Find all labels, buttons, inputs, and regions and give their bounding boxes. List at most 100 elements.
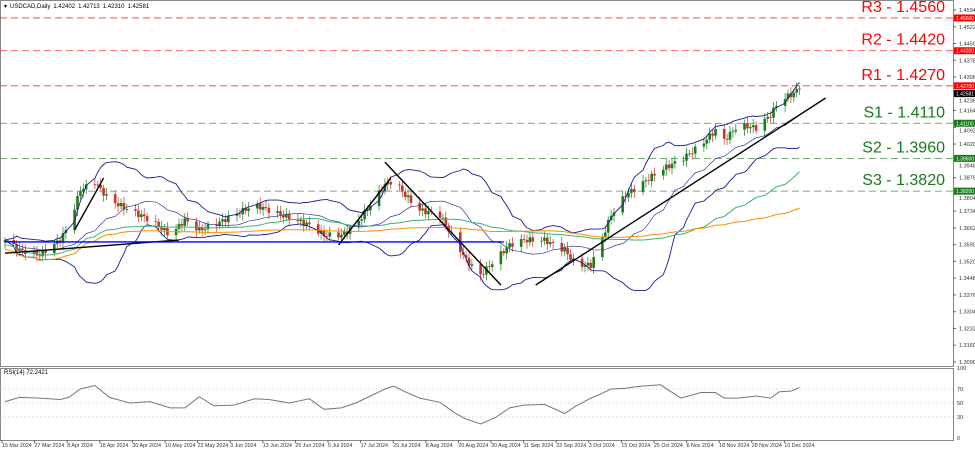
candle-body — [134, 208, 137, 211]
candle-body — [427, 211, 430, 215]
candle-body — [41, 250, 44, 257]
candle-body — [630, 189, 633, 193]
y-tick-label: 1.36620 — [959, 226, 975, 232]
candle-body — [708, 133, 711, 140]
level-price-tag-text: 1.45600 — [956, 16, 974, 22]
candle-body — [38, 255, 42, 257]
current-price-tag — [954, 90, 975, 98]
candle-body — [702, 143, 706, 147]
candle-body — [142, 214, 146, 217]
candle-body — [693, 146, 697, 154]
x-tick-label: 20 Aug 2024 — [458, 443, 488, 449]
candle-body — [224, 219, 227, 223]
level-price-tag-text: 1.42700 — [956, 84, 974, 90]
candle-body — [505, 247, 508, 254]
rsi-tick-label: 50 — [957, 401, 963, 407]
candle-body — [325, 236, 329, 237]
candle-body — [731, 131, 735, 133]
candle-body — [728, 131, 732, 140]
candle-body — [566, 247, 569, 255]
y-tick-label: 1.43060 — [959, 75, 975, 81]
level-label: S1 - 1.4110 — [863, 104, 945, 121]
collapse-triangle-icon[interactable]: ▾ — [4, 4, 8, 10]
candle-body — [82, 189, 85, 192]
candle-body — [15, 244, 18, 251]
x-tick-label: 8 Apr 2024 — [67, 443, 93, 449]
trendline — [384, 161, 502, 286]
candle-body — [200, 227, 204, 231]
candle-body — [424, 208, 427, 215]
y-tick-label: 1.30900 — [959, 360, 975, 366]
x-tick-label: 25 Oct 2024 — [654, 443, 683, 449]
candle-body — [691, 153, 694, 155]
candle-body — [276, 211, 279, 213]
candle-body — [502, 251, 506, 254]
candle-body — [734, 129, 738, 132]
trendline — [73, 177, 105, 231]
y-tick-label: 1.42360 — [959, 99, 975, 105]
y-tick-label: 1.40200 — [959, 142, 975, 148]
candle-body — [296, 220, 300, 222]
candle-body — [725, 138, 729, 140]
candle-body — [601, 236, 604, 258]
candle-body — [482, 274, 485, 276]
candle-body — [299, 219, 303, 222]
y-tick-label: 1.44500 — [959, 42, 975, 48]
candle-body — [464, 255, 468, 258]
level-price-tag — [954, 14, 975, 22]
y-tick-label: 1.43780 — [959, 58, 975, 64]
candle-body — [409, 195, 413, 203]
close-value: 1.42581 — [127, 4, 150, 10]
candle-body — [763, 118, 767, 131]
candle-body — [586, 262, 590, 266]
candle-body — [177, 224, 181, 229]
candle-body — [461, 252, 465, 256]
candle-body — [766, 116, 769, 119]
candle-body — [73, 209, 76, 230]
candle-body — [308, 222, 311, 225]
candle-body — [606, 219, 610, 233]
candle-body — [792, 92, 796, 98]
candle-body — [653, 173, 656, 176]
rsi-tick-label: 70 — [957, 387, 963, 393]
candle-body — [592, 257, 595, 268]
candle-body — [99, 184, 102, 188]
candle-body — [488, 266, 491, 268]
level-price-tag-text: 1.39600 — [956, 156, 974, 162]
candle-body — [140, 214, 143, 218]
candle-body — [206, 224, 210, 230]
candle-body — [345, 231, 349, 234]
candle-body — [160, 227, 163, 231]
candle-body — [357, 220, 361, 228]
candle-body — [650, 173, 653, 182]
candle-body — [360, 219, 363, 221]
candle-body — [76, 195, 79, 210]
candle-body — [247, 208, 250, 211]
x-tick-label: 6 Nov 2024 — [687, 443, 714, 449]
candle-body — [343, 231, 346, 235]
candle-body — [711, 133, 714, 136]
candle-body — [772, 107, 775, 118]
candle-body — [116, 203, 120, 207]
candle-body — [157, 221, 160, 228]
candle-body — [305, 222, 308, 226]
level-label: R1 - 1.4270 — [861, 67, 945, 84]
candle-body — [186, 218, 189, 222]
candle-body — [163, 228, 166, 231]
open-value: 1.42402 — [53, 4, 76, 10]
bollinger-upper — [4, 82, 800, 242]
candle-body — [154, 221, 158, 222]
x-tick-label: 17 Jul 2024 — [361, 443, 388, 449]
candle-body — [105, 194, 108, 196]
candle-body — [218, 221, 221, 227]
candle-body — [543, 237, 546, 241]
candle-body — [644, 180, 648, 182]
x-tick-label: 15 Oct 2024 — [621, 443, 650, 449]
candle-body — [267, 207, 271, 213]
candle-body — [633, 189, 636, 192]
bollinger-lower — [4, 146, 800, 292]
candle-body — [113, 194, 117, 204]
candle-body — [519, 239, 523, 247]
candle-body — [119, 202, 123, 207]
level-label: R3 - 1.4560 — [861, 0, 945, 16]
